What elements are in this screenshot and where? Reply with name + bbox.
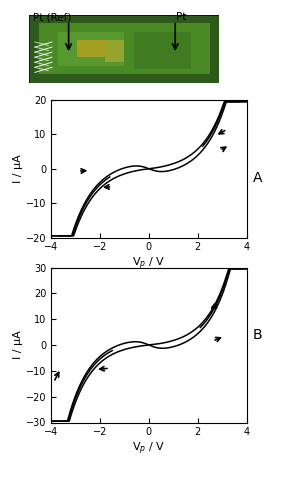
Bar xyxy=(77,40,105,57)
Text: Pt: Pt xyxy=(176,12,186,22)
Bar xyxy=(58,32,124,66)
Bar xyxy=(133,32,190,69)
Bar xyxy=(105,40,124,62)
X-axis label: V$_p$ / V: V$_p$ / V xyxy=(132,255,166,272)
Y-axis label: I / μA: I / μA xyxy=(13,330,23,360)
Text: Pt (Ref): Pt (Ref) xyxy=(33,12,72,22)
X-axis label: V$_p$ / V: V$_p$ / V xyxy=(132,440,166,456)
Bar xyxy=(39,24,209,74)
Text: B: B xyxy=(253,328,262,342)
Text: A: A xyxy=(253,170,262,184)
Y-axis label: I / μA: I / μA xyxy=(13,154,23,183)
